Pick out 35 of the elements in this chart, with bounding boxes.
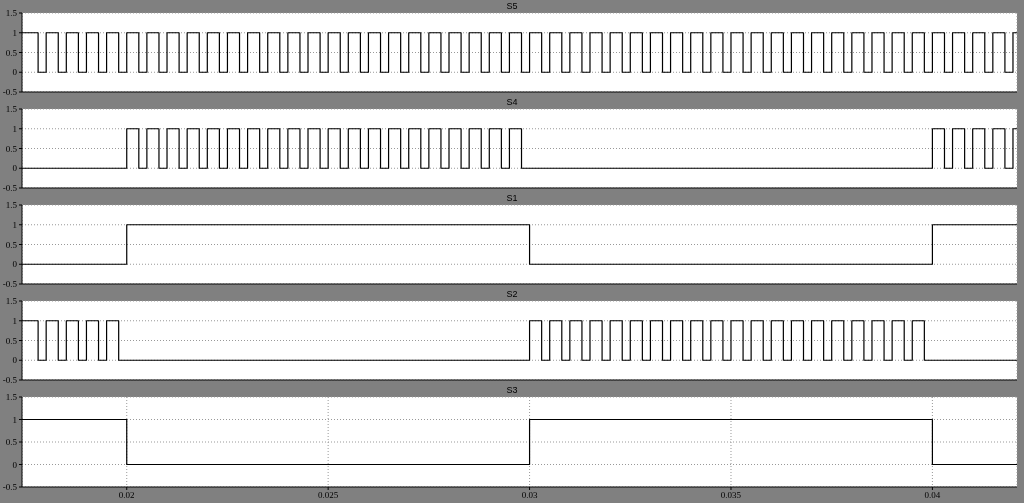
y-tick-label: 0 xyxy=(12,163,18,174)
y-tick-label: 1.5 xyxy=(5,200,18,211)
y-tick-label: 0 xyxy=(12,355,18,366)
y-tick-label: 0 xyxy=(12,67,18,78)
y-tick-label: -0.5 xyxy=(2,87,18,98)
y-tick-label: 1.5 xyxy=(5,392,18,403)
x-tick-label: 0.025 xyxy=(318,490,339,501)
y-tick-label: 0.5 xyxy=(5,437,18,448)
y-tick-label: 1.5 xyxy=(5,104,18,115)
y-tick-label: 1 xyxy=(12,123,17,134)
x-tick-label: 0.035 xyxy=(720,490,742,501)
y-tick-label: 0.5 xyxy=(5,239,18,250)
y-tick-label: 1.5 xyxy=(5,8,18,19)
y-tick-label: 1 xyxy=(12,27,17,38)
y-tick-label: -0.5 xyxy=(2,375,18,386)
y-tick-label: 0.5 xyxy=(5,335,18,346)
x-tick-label: 0.04 xyxy=(924,490,941,501)
y-tick-label: 0.5 xyxy=(5,47,18,58)
chart-title: S2 xyxy=(506,289,518,299)
chart-title: S4 xyxy=(506,97,518,107)
y-tick-label: -0.5 xyxy=(2,279,18,290)
chart-title: S1 xyxy=(506,193,518,203)
y-tick-label: 0 xyxy=(12,259,18,270)
y-tick-label: 1 xyxy=(12,315,17,326)
x-tick-label: 0.02 xyxy=(118,490,135,501)
y-tick-label: 1.5 xyxy=(5,296,18,307)
y-tick-label: 1 xyxy=(12,219,17,230)
y-tick-label: 0.5 xyxy=(5,143,18,154)
y-tick-label: 0 xyxy=(12,459,18,470)
y-tick-label: 1 xyxy=(12,414,17,425)
x-tick-label: 0.03 xyxy=(521,490,538,501)
chart-title: S3 xyxy=(506,385,518,395)
chart-title: S5 xyxy=(506,1,518,11)
y-tick-label: -0.5 xyxy=(2,183,18,194)
y-tick-label: -0.5 xyxy=(2,482,18,493)
